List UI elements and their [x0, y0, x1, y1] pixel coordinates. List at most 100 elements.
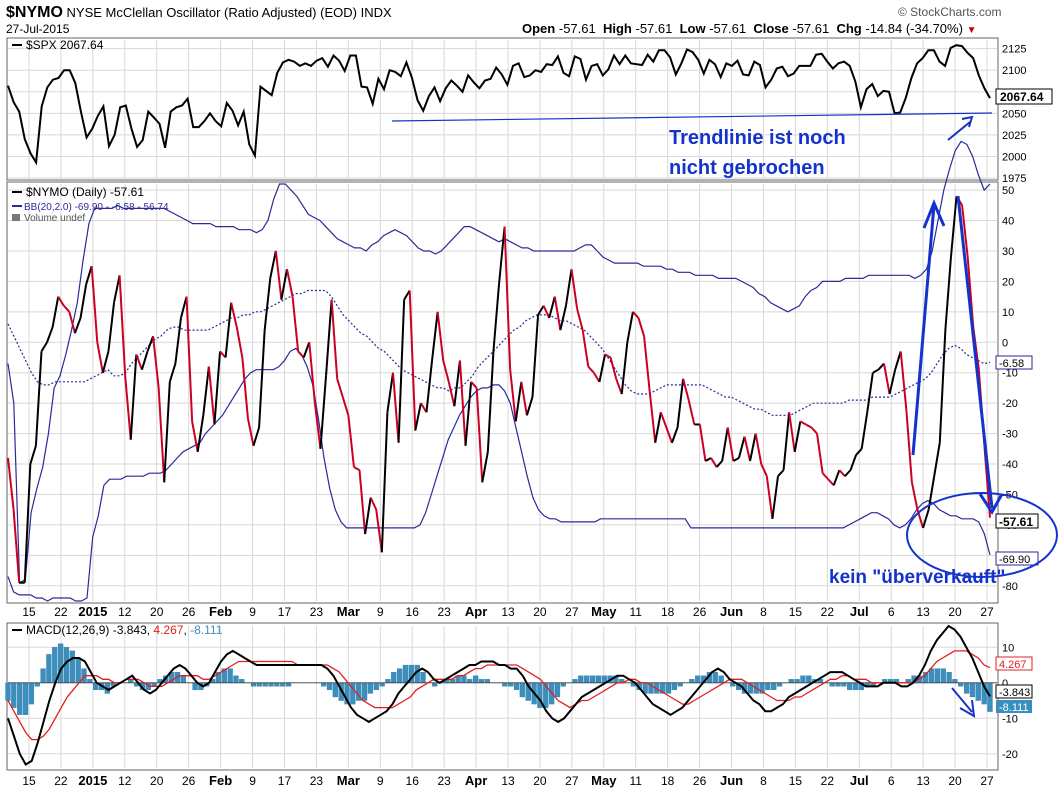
macd-histogram-bar — [595, 675, 601, 683]
macd-histogram-bar — [11, 682, 17, 708]
exchange: INDX — [360, 5, 392, 20]
nymo-segment — [447, 381, 456, 407]
x-tick-label: 27 — [980, 774, 994, 788]
nymo-segment — [620, 342, 629, 395]
nymo-segment — [12, 509, 21, 583]
macd-histogram-bar — [402, 664, 409, 683]
nymo-segment — [637, 317, 646, 337]
annotation-oversold: kein "überverkauft" — [829, 567, 1005, 588]
nymo-segment — [380, 412, 389, 553]
nymo-segment — [509, 369, 517, 422]
macd-histogram-bar — [806, 675, 812, 683]
y-tick-label: -20 — [1002, 749, 1018, 761]
macd-histogram-bar — [584, 675, 590, 683]
macd-histogram-bar — [28, 682, 35, 705]
y-tick-label: 50 — [1002, 185, 1014, 197]
nymo-segment — [458, 360, 467, 446]
nymo-segment — [107, 302, 116, 352]
annotation-arrow-up — [911, 199, 946, 456]
nymo-segment — [68, 311, 76, 334]
x-tick-label: 26 — [693, 605, 707, 619]
nymo-segment — [230, 302, 238, 328]
nymo-segment — [57, 296, 65, 307]
macd-histogram-bar — [946, 672, 952, 683]
macd-histogram-bar — [934, 668, 941, 683]
nymo-segment — [542, 305, 551, 319]
nymo-segment — [341, 396, 350, 416]
x-tick-label: 13 — [916, 605, 930, 619]
x-tick-label: 13 — [501, 605, 515, 619]
y-tick-label: 1975 — [1002, 173, 1026, 185]
nymo-segment — [687, 399, 696, 425]
macd-histogram-bar — [34, 682, 40, 687]
nymo-segment — [564, 269, 573, 306]
x-tick-label: Mar — [337, 604, 360, 619]
y-tick-label: 40 — [1002, 216, 1014, 228]
macd-histogram-bar — [776, 682, 783, 687]
nymo-segment — [90, 266, 99, 343]
nymo-segment — [96, 342, 104, 373]
x-tick-label: 15 — [22, 605, 36, 619]
x-tick-label: 12 — [118, 605, 132, 619]
volume-legend: Volume undef — [24, 213, 85, 224]
nymo-segment — [29, 445, 37, 465]
x-tick-label: May — [591, 604, 617, 619]
macd-histogram-bar — [765, 682, 771, 691]
nymo-segment — [777, 469, 785, 477]
nymo-series — [7, 140, 991, 602]
macd-histogram-bar — [285, 682, 292, 687]
nymo-segment — [196, 415, 205, 453]
nymo-segment — [682, 378, 690, 401]
spx-series — [7, 44, 991, 166]
macd-histogram-bar — [835, 682, 841, 687]
nymo-segment — [219, 350, 227, 359]
nymo-segment — [905, 409, 913, 483]
y-tick-label: 2125 — [1002, 44, 1026, 56]
macd-histogram-bar — [397, 668, 403, 683]
nymo-segment — [788, 412, 796, 452]
macd-histogram-bar — [192, 682, 198, 691]
nymo-segment — [202, 366, 210, 416]
nymo-segment — [671, 427, 679, 444]
nymo-segment — [498, 226, 506, 285]
nymo-segment — [330, 299, 339, 379]
x-tick-label: 15 — [789, 774, 803, 788]
nymo-segment — [297, 350, 305, 359]
nymo-segment — [553, 296, 562, 331]
x-tick-label: 9 — [249, 774, 256, 788]
nymo-segment — [665, 427, 673, 444]
x-tick-label: 27 — [980, 605, 994, 619]
bb-mid-value: -6.58 — [999, 358, 1024, 370]
macd-histogram-bar — [963, 682, 970, 694]
macd-histogram-bar — [361, 682, 368, 701]
nymo-segment — [168, 363, 177, 383]
nymo-segment — [732, 457, 740, 462]
macd-panel — [6, 622, 999, 771]
macd-histogram-bar — [940, 668, 946, 683]
annotation-arrow-spx — [947, 115, 974, 141]
nymo-segment — [51, 296, 60, 328]
x-tick-label: 20 — [150, 774, 164, 788]
nymo-segment — [715, 460, 723, 468]
nymo-segment — [386, 372, 394, 413]
nymo-segment — [118, 275, 127, 376]
y-tick-label: 30 — [1002, 246, 1014, 258]
nymo-segment — [922, 509, 930, 529]
nymo-segment — [40, 341, 48, 352]
nymo-segment — [135, 354, 143, 371]
nymo-segment — [146, 335, 155, 352]
x-tick-label: 9 — [249, 605, 256, 619]
macd-histogram-bar — [969, 682, 976, 698]
nymo-segment — [749, 433, 757, 462]
nymo-segment — [431, 311, 439, 361]
y-tick-label: 10 — [1002, 642, 1014, 654]
x-tick-label: 20 — [533, 774, 547, 788]
nymo-segment — [514, 381, 523, 422]
y-tick-label: 0 — [1002, 337, 1008, 349]
x-tick-label: 20 — [150, 605, 164, 619]
macd-series — [5, 624, 997, 766]
x-tick-label: 17 — [278, 774, 292, 788]
nymo-segment — [325, 299, 333, 376]
x-tick-label: Apr — [465, 604, 487, 619]
macd-histogram-bar — [373, 682, 379, 691]
